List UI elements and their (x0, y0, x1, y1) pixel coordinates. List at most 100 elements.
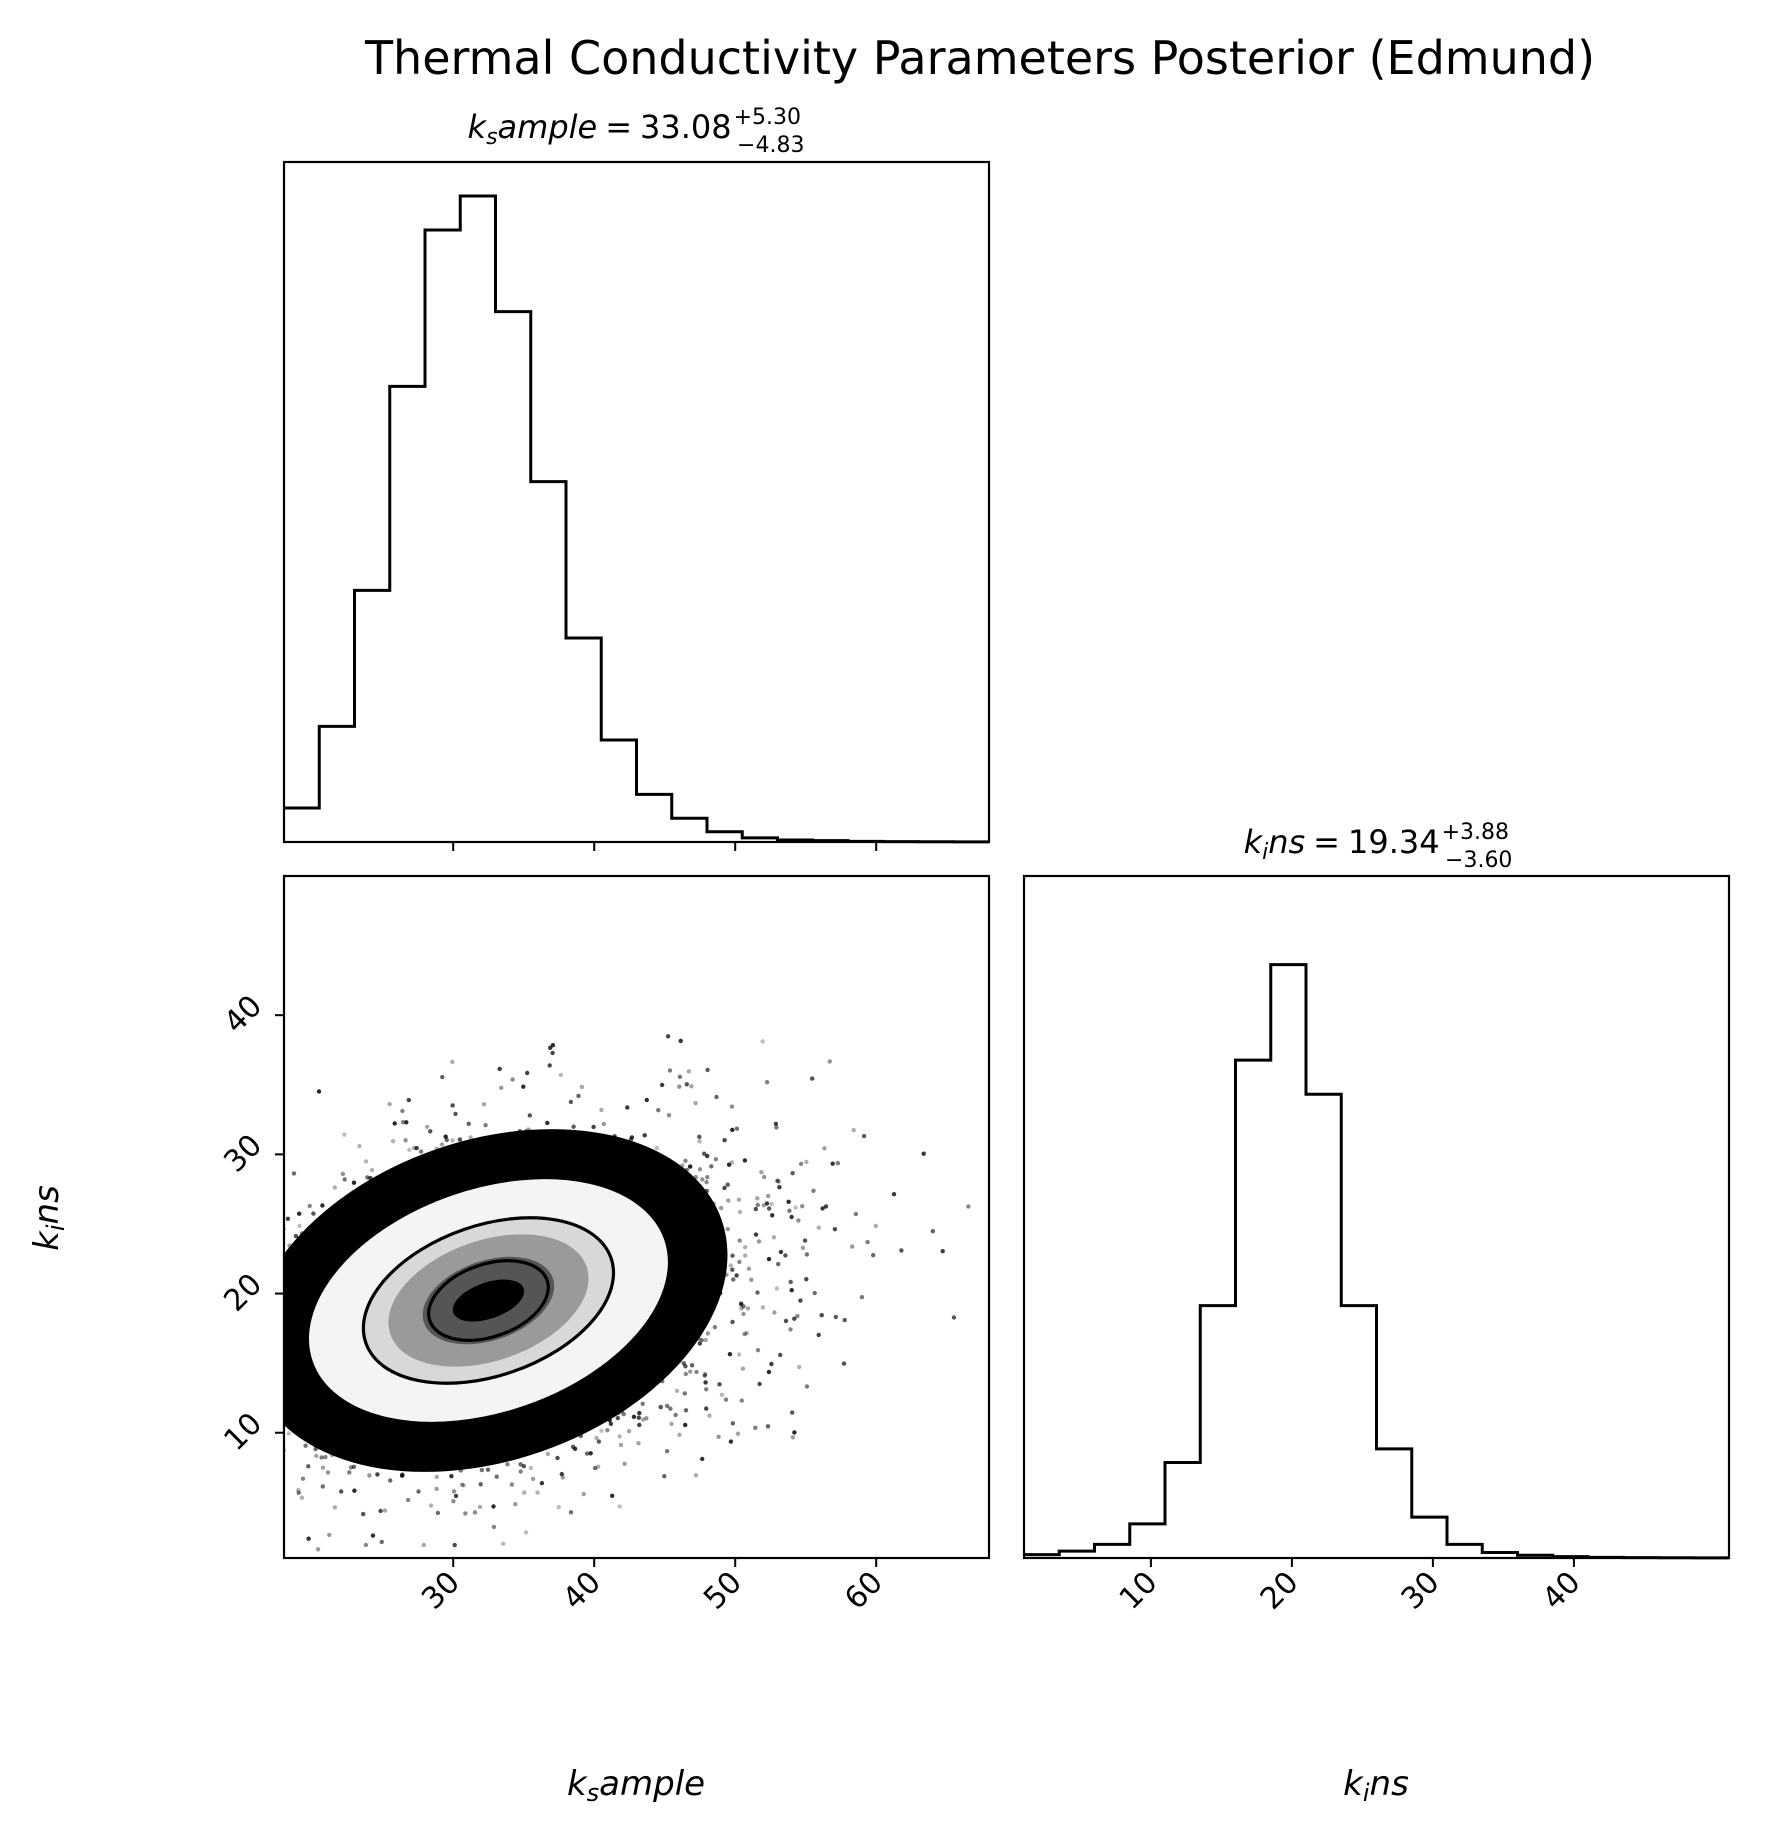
scatter-point (730, 1253, 735, 1258)
scatter-point (306, 1536, 311, 1541)
scatter-point (772, 1310, 777, 1315)
scatter-point (755, 1290, 760, 1295)
scatter-point (539, 1481, 545, 1486)
scatter-point (776, 1261, 781, 1267)
scatter-point (584, 1451, 590, 1456)
scatter-point (296, 1490, 301, 1496)
scatter-point (239, 1347, 243, 1351)
scatter-point (556, 1504, 561, 1510)
scatter-point (258, 1367, 262, 1371)
scatter-point (285, 1216, 291, 1222)
scatter-point (790, 1171, 795, 1176)
scatter-point (755, 1196, 760, 1201)
ksample-title-rest: ample (498, 108, 598, 146)
ksample-hist-step-line (284, 194, 989, 844)
scatter-point (166, 1286, 170, 1290)
scatter-point (783, 1253, 788, 1258)
scatter-point (703, 1337, 708, 1343)
scatter-point (275, 1332, 279, 1336)
scatter-point (827, 1059, 832, 1064)
scatter-point (434, 1474, 439, 1480)
scatter-point (241, 1349, 245, 1353)
scatter-point (713, 1157, 719, 1162)
scatter-point (222, 1313, 226, 1317)
scatter-point (796, 1364, 802, 1370)
scatter-point (406, 1567, 410, 1571)
scatter-point (700, 1456, 705, 1462)
scatter-point (739, 1398, 744, 1403)
scatter-point (404, 1120, 409, 1125)
scatter-point (459, 1482, 465, 1487)
scatter-point (407, 1147, 412, 1153)
scatter-point (592, 1465, 598, 1471)
scatter-point (610, 1493, 615, 1499)
joint-ytick-label-2: 30 (217, 1128, 269, 1180)
ksample-title-equals: = (605, 108, 632, 146)
scatter-point (452, 1542, 457, 1548)
ksample-title-plus: +5.30 (734, 105, 801, 130)
scatter-point (205, 1436, 209, 1440)
scatter-point (315, 1547, 321, 1552)
scatter-point (233, 1388, 237, 1392)
scatter-point (599, 1428, 604, 1434)
scatter-point (921, 1151, 926, 1156)
kins-hist-frame (1022, 874, 1731, 1560)
scatter-point (730, 1421, 736, 1426)
scatter-point (790, 1410, 795, 1415)
scatter-point (559, 1471, 564, 1477)
scatter-point (753, 1425, 758, 1431)
kins-hist-xticks: 10 20 30 40 (1113, 1558, 1588, 1617)
scatter-point (162, 1379, 166, 1383)
scatter-point (418, 1149, 424, 1154)
scatter-point (622, 1461, 627, 1467)
scatter-point (723, 1397, 729, 1402)
joint-density-frame (282, 874, 991, 1560)
scatter-point (270, 1280, 274, 1284)
scatter-point (771, 1235, 777, 1240)
scatter-point (219, 1411, 223, 1415)
scatter-point (800, 1245, 806, 1251)
ylabel-kins-rest: ns (27, 1185, 67, 1224)
scatter-point (523, 1530, 529, 1535)
scatter-point (766, 1256, 772, 1262)
scatter-point (571, 1124, 576, 1129)
scatter-point (400, 1120, 406, 1125)
scatter-point (365, 1175, 370, 1180)
scatter-point (325, 1470, 331, 1475)
scatter-point (705, 1175, 710, 1180)
scatter-point (804, 1159, 809, 1165)
scatter-point (248, 1379, 252, 1383)
scatter-point (811, 1188, 816, 1194)
scatter-point (636, 1441, 641, 1446)
scatter-point (525, 1070, 530, 1076)
scatter-point (820, 1206, 825, 1211)
scatter-point (494, 1474, 499, 1479)
scatter-point (823, 1204, 829, 1209)
kins-title-minus: −3.60 (1445, 848, 1512, 873)
scatter-point (363, 1159, 369, 1164)
scatter-point (450, 1138, 455, 1143)
scatter-point (722, 1185, 727, 1191)
scatter-point (510, 1077, 515, 1082)
scatter-point (466, 1121, 471, 1127)
scatter-point (453, 1493, 459, 1499)
scatter-point (568, 1099, 574, 1105)
scatter-point (871, 1253, 876, 1258)
scatter-point (804, 1277, 809, 1282)
scatter-point (689, 1363, 695, 1368)
xlabel-ksample-subscript: s (587, 1779, 600, 1807)
scatter-point (449, 1474, 454, 1479)
scatter-point (601, 1121, 606, 1127)
scatter-point (518, 1462, 523, 1467)
scatter-point (669, 1421, 674, 1427)
scatter-point (581, 1491, 586, 1497)
scatter-point (181, 1470, 185, 1474)
scatter-point (810, 1076, 815, 1081)
scatter-point (411, 1145, 417, 1151)
scatter-point (568, 1510, 574, 1515)
scatter-point (644, 1097, 649, 1103)
scatter-point (530, 1476, 536, 1482)
scatter-point (392, 1121, 397, 1126)
scatter-point (314, 1453, 319, 1459)
x-axis-label-kins: kins (1343, 1764, 1409, 1807)
